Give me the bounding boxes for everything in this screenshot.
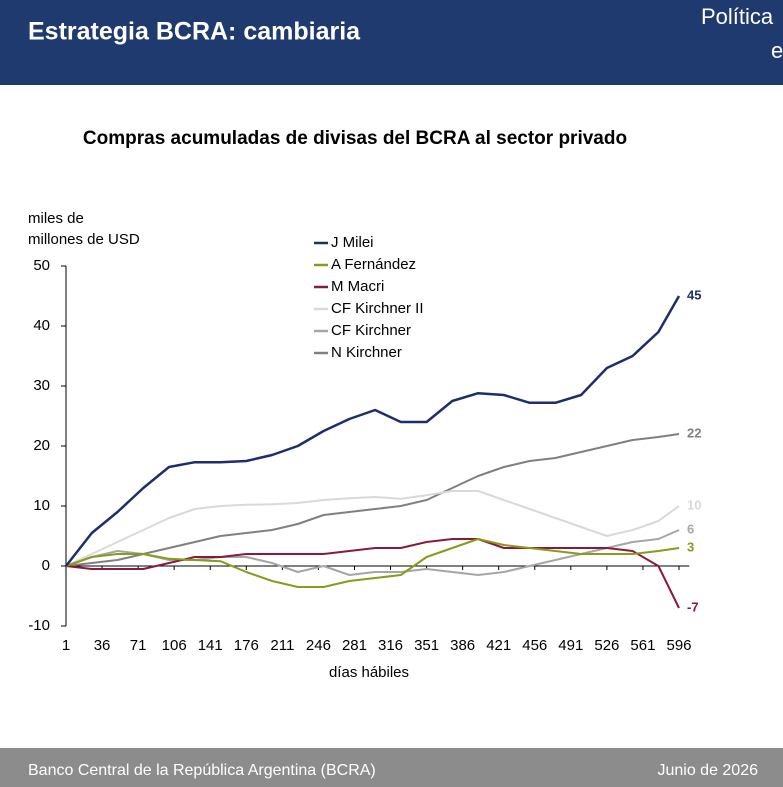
x-tick-label: 141 bbox=[198, 637, 223, 654]
x-tick-label: 71 bbox=[130, 637, 147, 654]
header-right: e bbox=[771, 38, 783, 63]
end-label: 45 bbox=[687, 287, 701, 302]
footer-band bbox=[0, 748, 783, 787]
series-line bbox=[65, 295, 681, 567]
legend-label: J Milei bbox=[331, 234, 374, 251]
series-line bbox=[65, 538, 680, 588]
chart-title: Compras acumuladas de divisas del BCRA a… bbox=[83, 128, 627, 149]
x-tick-label: 1 bbox=[62, 637, 70, 654]
header-title: Estrategia BCRA: cambiaria bbox=[28, 18, 361, 46]
y-tick-label: 40 bbox=[33, 317, 50, 334]
x-tick-label: 351 bbox=[414, 637, 439, 654]
x-tick-label: 456 bbox=[522, 637, 547, 654]
legend-label: CF Kirchner bbox=[331, 322, 411, 339]
end-label: 22 bbox=[687, 425, 701, 440]
x-axis-title: días hábiles bbox=[329, 664, 409, 681]
end-label: -7 bbox=[687, 599, 699, 614]
x-tick-label: 281 bbox=[342, 637, 367, 654]
end-label: 10 bbox=[687, 497, 701, 512]
footer-left: Banco Central de la República Argentina … bbox=[28, 762, 376, 779]
y-tick-label: 20 bbox=[33, 437, 50, 454]
x-tick-label: 176 bbox=[234, 637, 259, 654]
y-axis-title: miles de bbox=[28, 210, 84, 227]
end-label: 6 bbox=[687, 521, 694, 536]
legend-label: M Macri bbox=[331, 278, 384, 295]
y-tick-label: 10 bbox=[33, 497, 50, 514]
series-line bbox=[65, 529, 680, 576]
x-tick-label: 526 bbox=[594, 637, 619, 654]
x-tick-label: 491 bbox=[558, 637, 583, 654]
x-tick-label: 386 bbox=[450, 637, 475, 654]
series-line bbox=[65, 538, 680, 609]
x-tick-label: 596 bbox=[666, 637, 691, 654]
legend-label: A Fernández bbox=[331, 256, 416, 273]
y-tick-label: -10 bbox=[28, 617, 50, 634]
y-tick-label: 50 bbox=[33, 257, 50, 274]
x-tick-label: 211 bbox=[270, 637, 294, 654]
y-tick-label: 30 bbox=[33, 377, 50, 394]
x-tick-label: 106 bbox=[162, 637, 187, 654]
footer-right: Junio de 2026 bbox=[657, 762, 758, 779]
series-line bbox=[65, 490, 680, 567]
legend-label: N Kirchner bbox=[331, 344, 402, 361]
y-tick-label: 0 bbox=[42, 557, 50, 574]
x-tick-label: 316 bbox=[378, 637, 403, 654]
header-band bbox=[0, 0, 783, 85]
header-right: Política bbox=[701, 4, 774, 29]
y-axis-title: millones de USD bbox=[28, 231, 140, 248]
x-tick-label: 421 bbox=[486, 637, 511, 654]
series-line bbox=[65, 433, 680, 567]
x-tick-label: 561 bbox=[630, 637, 655, 654]
end-label: 3 bbox=[687, 539, 694, 554]
x-tick-label: 36 bbox=[94, 637, 111, 654]
legend-label: CF Kirchner II bbox=[331, 300, 424, 317]
x-tick-label: 246 bbox=[306, 637, 331, 654]
